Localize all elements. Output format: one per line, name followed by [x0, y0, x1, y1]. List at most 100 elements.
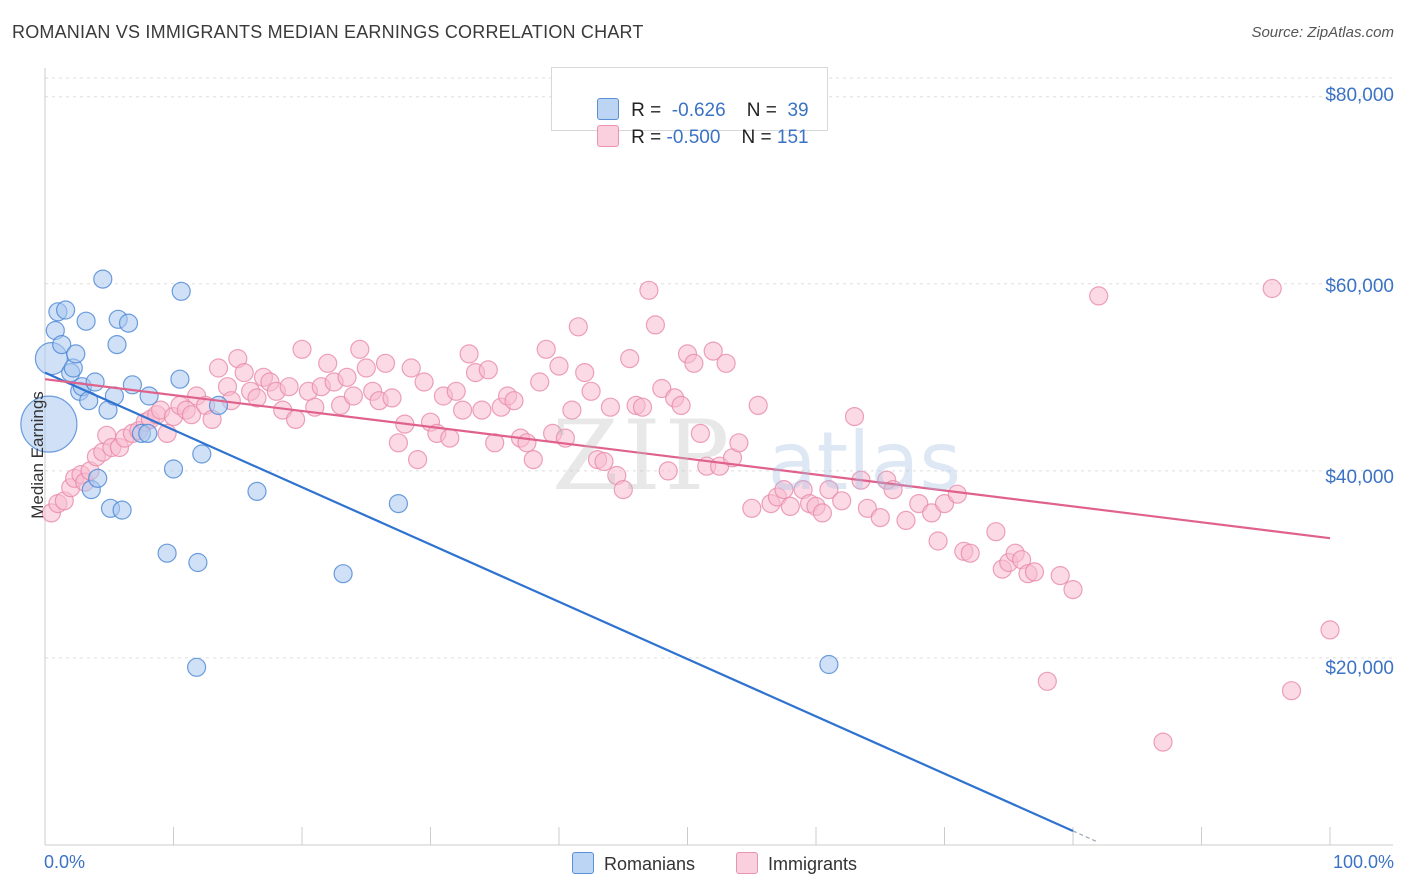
legend-r-label: R = — [631, 127, 662, 148]
immigrants-swatch — [736, 852, 758, 874]
immigrant-point — [343, 386, 363, 406]
immigrant-point — [581, 381, 601, 401]
immigrant-point — [318, 353, 338, 373]
y-axis-label: Median Earnings — [28, 391, 47, 519]
immigrant-point — [575, 363, 595, 383]
immigrant-point — [832, 491, 852, 511]
correlation-legend: R = -0.626 N = 39 R = -0.500 N = 151 — [551, 67, 828, 148]
romanian-point — [55, 300, 76, 320]
trend-line-immigrants — [44, 378, 1331, 540]
immigrant-point — [549, 356, 569, 376]
romanian-point — [66, 344, 86, 364]
immigrant-point — [780, 496, 800, 516]
y-tick-label: $20,000 — [1325, 658, 1394, 679]
immigrant-point — [181, 405, 202, 425]
immigrant-point — [523, 450, 543, 470]
romanian-point — [104, 386, 125, 406]
immigrant-point — [478, 360, 498, 380]
immigrant-point — [600, 397, 621, 417]
immigrant-point — [928, 531, 948, 551]
immigrant-point — [1089, 286, 1109, 306]
legend-row-immigrants: R = -0.500 N = 151 — [576, 103, 809, 148]
romanian-point — [247, 481, 267, 501]
trend-lines — [44, 371, 1331, 843]
legend-n-value: 151 — [776, 127, 809, 148]
immigrant-point — [748, 395, 768, 415]
watermark-atlas: atlas — [767, 415, 962, 508]
legend-row-romanians: R = -0.626 N = 39 — [576, 76, 809, 121]
immigrant-point — [819, 480, 839, 500]
romanian-point — [118, 313, 139, 333]
legend-n-label: N = — [746, 100, 777, 121]
immigrant-point — [594, 451, 614, 472]
legend-r-value: -0.626 — [671, 100, 726, 121]
romanian-point — [85, 372, 105, 392]
romanian-point — [192, 444, 212, 464]
immigrant-point — [639, 280, 659, 300]
immigrant-point — [234, 363, 254, 383]
immigrants-points — [41, 278, 1340, 752]
immigrant-point — [375, 353, 396, 373]
immigrant-point — [921, 503, 942, 523]
immigrant-point — [632, 397, 653, 417]
y-tick-label: $40,000 — [1325, 467, 1394, 488]
chart-source: Source: ZipAtlas.com — [1251, 24, 1394, 41]
immigrant-point — [1050, 565, 1070, 586]
immigrant-point — [530, 372, 550, 392]
immigrant-point — [774, 480, 794, 500]
immigrant-point — [568, 317, 588, 337]
y-tick-label: $60,000 — [1325, 276, 1394, 297]
immigrant-point — [408, 450, 428, 470]
immigrant-point — [536, 339, 556, 359]
immigrant-point — [613, 480, 633, 500]
romanian-point — [188, 552, 208, 573]
romanian-point — [107, 335, 127, 355]
immigrant-point — [652, 378, 672, 399]
romanian-point — [157, 543, 177, 563]
immigrant-point — [562, 400, 582, 420]
immigrant-point — [504, 391, 524, 411]
immigrant-point — [934, 494, 955, 514]
romanian-point — [170, 369, 190, 389]
immigrant-point — [459, 344, 479, 364]
immigrant-point — [703, 341, 723, 361]
romanian-point — [93, 269, 113, 289]
immigrant-point — [350, 339, 370, 359]
immigrant-point — [844, 407, 865, 427]
immigrant-point — [812, 503, 833, 523]
bottom-legend-romanians-label: Romanians — [604, 854, 696, 874]
legend-n-label: N = — [741, 127, 772, 148]
romanians-points — [20, 269, 839, 677]
trend-line-romanians — [44, 371, 1074, 832]
immigrant-point — [620, 349, 640, 369]
immigrant-point — [1024, 562, 1045, 582]
immigrant-point — [1063, 579, 1083, 600]
axis-layer — [44, 68, 1393, 846]
legend-r-label: R = — [631, 100, 662, 121]
bottom-legend-immigrants-label: Immigrants — [768, 854, 858, 874]
x-tick-label-min: 0.0% — [44, 852, 86, 872]
immigrant-point — [690, 423, 711, 443]
immigrant-point — [446, 381, 466, 401]
romanian-point — [163, 459, 184, 479]
immigrant-point — [1320, 620, 1340, 640]
immigrant-point — [1262, 278, 1282, 299]
romanian-point — [112, 500, 132, 520]
watermark: ZIP atlas — [552, 400, 961, 512]
romanian-point — [187, 657, 207, 677]
immigrant-point — [896, 510, 916, 531]
chart-title: ROMANIAN VS IMMIGRANTS MEDIAN EARNINGS C… — [12, 22, 644, 42]
immigrant-point — [1153, 732, 1173, 752]
immigrant-point — [1037, 671, 1057, 691]
romanian-point — [139, 386, 159, 406]
immigrant-point — [671, 395, 691, 415]
immigrant-point — [453, 400, 473, 420]
immigrant-point — [1281, 681, 1302, 701]
legend-r-value: -0.500 — [666, 127, 721, 148]
immigrant-point — [684, 353, 704, 373]
trend-line-romanians-extension — [1072, 830, 1099, 843]
immigrant-point — [331, 395, 351, 415]
bottom-legend-immigrants: Immigrants — [736, 852, 857, 875]
immigrant-point — [414, 372, 434, 392]
